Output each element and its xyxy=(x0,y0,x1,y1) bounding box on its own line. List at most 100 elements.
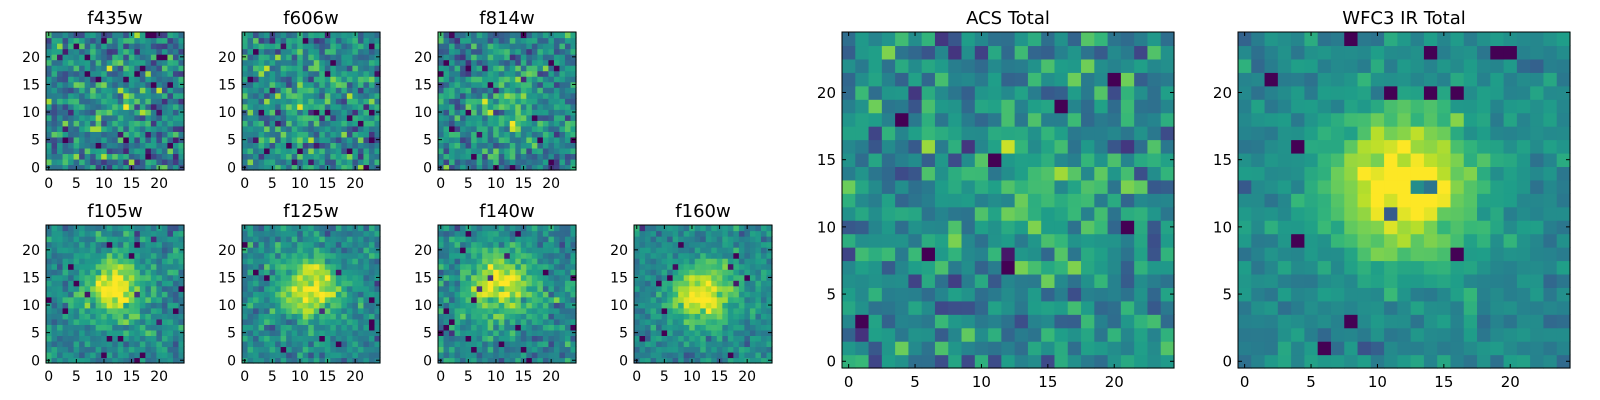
heatmap-cell xyxy=(705,274,712,281)
heatmap-cell xyxy=(145,247,152,254)
heatmap-cell xyxy=(150,158,157,166)
heatmap-cell xyxy=(123,59,130,66)
heatmap-cell xyxy=(672,247,679,254)
heatmap-cell xyxy=(90,263,97,270)
heatmap-cell xyxy=(974,193,989,208)
heatmap-cell xyxy=(520,76,527,83)
heatmap-cell xyxy=(498,291,505,298)
f140w-title: f140w xyxy=(479,201,534,222)
heatmap-cell xyxy=(84,296,91,303)
heatmap-cell xyxy=(498,153,505,160)
heatmap-cell xyxy=(280,351,287,359)
heatmap-cell xyxy=(253,98,260,105)
heatmap-cell xyxy=(700,252,707,259)
heatmap-cell xyxy=(247,109,254,116)
heatmap-cell xyxy=(90,48,97,55)
heatmap-cell xyxy=(73,70,80,77)
heatmap-cell xyxy=(95,48,102,55)
heatmap-cell xyxy=(515,59,522,66)
heatmap-cell xyxy=(313,247,320,254)
heatmap-cell xyxy=(319,258,326,265)
heatmap-cell xyxy=(346,307,353,314)
heatmap-cell xyxy=(639,307,646,314)
heatmap-cell xyxy=(95,247,102,254)
heatmap-cell xyxy=(145,318,152,325)
heatmap-cell xyxy=(476,269,483,276)
heatmap-cell xyxy=(308,340,315,348)
heatmap-cell xyxy=(656,324,663,331)
heatmap-cell xyxy=(134,263,141,270)
heatmap-cell xyxy=(564,76,572,83)
heatmap-cell xyxy=(368,274,376,281)
heatmap-cell xyxy=(564,125,572,132)
heatmap-cell xyxy=(374,263,381,270)
heatmap-cell xyxy=(46,280,53,287)
heatmap-cell xyxy=(1054,179,1069,194)
heatmap-cell xyxy=(460,329,467,336)
heatmap-cell xyxy=(515,335,522,342)
heatmap-cell xyxy=(454,153,461,160)
heatmap-cell xyxy=(438,340,445,348)
heatmap-cell xyxy=(471,241,478,248)
heatmap-cell xyxy=(542,158,549,166)
heatmap-cell xyxy=(167,263,174,270)
heatmap-cell xyxy=(46,48,53,55)
heatmap-cell xyxy=(639,280,646,287)
heatmap-cell xyxy=(139,153,146,160)
heatmap-cell xyxy=(476,131,483,138)
heatmap-cell xyxy=(335,318,342,325)
heatmap-cell xyxy=(1147,166,1162,181)
heatmap-cell xyxy=(531,291,538,298)
heatmap-cell xyxy=(302,335,309,342)
heatmap-cell xyxy=(275,280,282,287)
heatmap-cell xyxy=(286,335,293,342)
heatmap-cell xyxy=(553,158,561,166)
heatmap-cell xyxy=(515,225,522,232)
heatmap-cell xyxy=(90,280,97,287)
heatmap-cell xyxy=(1120,260,1135,275)
heatmap-cell xyxy=(531,142,538,149)
heatmap-cell xyxy=(145,59,152,66)
heatmap-cell xyxy=(537,76,544,83)
heatmap-cell xyxy=(1120,206,1135,221)
heatmap-cell xyxy=(95,307,102,314)
heatmap-cell xyxy=(313,307,320,314)
heatmap-cell xyxy=(68,346,75,353)
heatmap-cell xyxy=(269,120,276,127)
heatmap-cell xyxy=(678,285,685,292)
heatmap-cell xyxy=(313,351,320,359)
heatmap-cell xyxy=(656,313,663,320)
heatmap-cell xyxy=(302,76,309,83)
heatmap-cell xyxy=(253,258,260,265)
heatmap-cell xyxy=(449,32,456,39)
heatmap-cell xyxy=(672,346,679,353)
heatmap-cell xyxy=(335,136,342,143)
heatmap-cell xyxy=(346,285,353,292)
heatmap-cell xyxy=(302,153,309,160)
heatmap-cell xyxy=(172,109,180,116)
heatmap-cell xyxy=(1147,287,1162,302)
heatmap-cell xyxy=(269,153,276,160)
heatmap-cell xyxy=(258,76,265,83)
heatmap-cell xyxy=(711,307,718,314)
heatmap-cell xyxy=(564,92,572,99)
heatmap-cell xyxy=(156,131,163,138)
heatmap-cell xyxy=(498,340,505,348)
heatmap-cell xyxy=(374,280,381,287)
heatmap-cell xyxy=(57,313,64,320)
heatmap-cell xyxy=(330,109,337,116)
heatmap-cell xyxy=(302,247,309,254)
heatmap-cell xyxy=(727,258,734,265)
heatmap-cell xyxy=(68,285,75,292)
heatmap-cell xyxy=(482,230,489,237)
heatmap-cell xyxy=(493,296,500,303)
heatmap-cell xyxy=(341,324,348,331)
heatmap-cell xyxy=(716,252,723,259)
heatmap-cell xyxy=(341,307,348,314)
heatmap-cell xyxy=(634,285,641,292)
heatmap-cell xyxy=(68,351,75,359)
heatmap-cell xyxy=(443,307,450,314)
heatmap-cell xyxy=(286,302,293,309)
heatmap-cell xyxy=(341,274,348,281)
heatmap-cell xyxy=(145,296,152,303)
